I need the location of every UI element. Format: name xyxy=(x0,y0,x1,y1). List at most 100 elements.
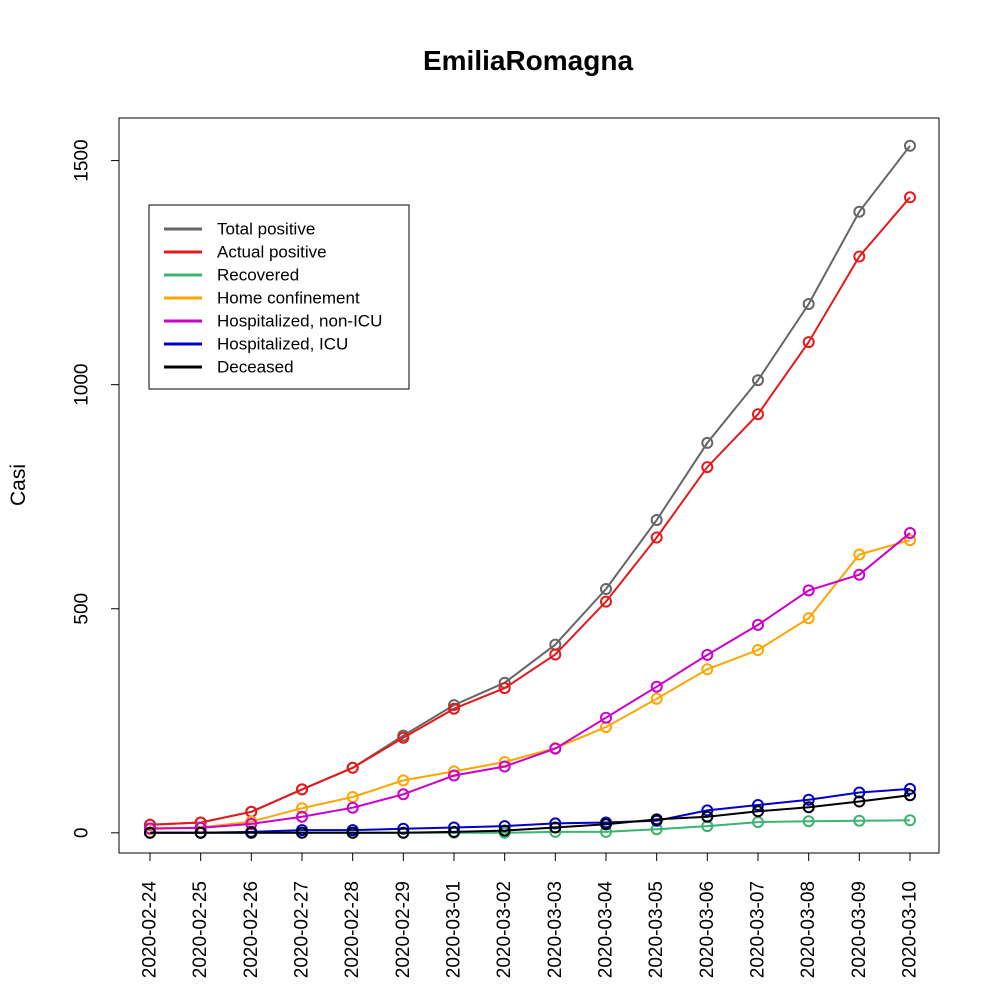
data-point xyxy=(904,814,916,827)
series-line xyxy=(149,532,911,830)
data-point xyxy=(752,618,764,631)
y-tick-label: 1500 xyxy=(72,139,93,181)
data-point xyxy=(853,795,866,808)
data-point xyxy=(397,774,410,787)
data-point xyxy=(650,813,663,826)
data-point xyxy=(296,810,308,823)
series-4 xyxy=(144,527,916,835)
x-tick-label: 2020-03-05 xyxy=(646,881,667,978)
data-point xyxy=(600,583,612,595)
data-point xyxy=(498,760,511,773)
data-point xyxy=(650,514,663,526)
data-point xyxy=(752,805,764,818)
legend: Total positive Actual positive Recovered Ho… xyxy=(148,204,410,390)
data-point xyxy=(802,815,815,828)
data-point xyxy=(904,782,916,795)
data-point xyxy=(448,825,460,838)
data-point xyxy=(144,826,156,839)
data-point xyxy=(701,810,714,823)
data-point xyxy=(448,769,460,782)
data-point xyxy=(346,826,359,839)
y-axis-label: Casi xyxy=(7,464,30,506)
x-tick-label: 2020-02-27 xyxy=(292,881,313,978)
legend-label: Hospitalized, non-ICU xyxy=(217,312,382,331)
x-tick-label: 2020-02-25 xyxy=(190,881,211,978)
series-layer xyxy=(144,139,916,839)
data-point xyxy=(397,826,410,839)
series-3 xyxy=(144,534,916,836)
x-tick-label: 2020-03-02 xyxy=(494,881,515,978)
data-point xyxy=(346,761,359,774)
data-point xyxy=(701,804,714,817)
data-point xyxy=(498,824,511,837)
data-point xyxy=(448,699,460,712)
data-point xyxy=(549,742,562,755)
data-point xyxy=(701,663,714,676)
data-point xyxy=(802,801,815,814)
series-6 xyxy=(144,789,916,839)
data-point xyxy=(600,595,612,608)
data-point xyxy=(853,814,866,827)
legend-label: Hospitalized, ICU xyxy=(217,335,348,354)
x-tick-label: 2020-03-04 xyxy=(596,881,617,979)
data-point xyxy=(802,298,815,310)
x-axis: 2020-02-24 2020-02-25 2020-02-26 2020-02-27… xyxy=(140,852,921,979)
x-tick-label: 2020-03-01 xyxy=(444,881,465,978)
data-point xyxy=(600,711,612,724)
data-point xyxy=(701,461,714,474)
y-tick-label: 1000 xyxy=(72,364,93,406)
x-tick-label: 2020-02-28 xyxy=(342,881,363,978)
legend-label: Deceased xyxy=(217,358,294,377)
series-line xyxy=(149,539,911,831)
data-point xyxy=(752,799,764,811)
legend-label: Total positive xyxy=(217,220,315,239)
data-point xyxy=(549,821,562,834)
x-tick-label: 2020-03-10 xyxy=(900,881,921,978)
data-point xyxy=(752,408,764,421)
data-point xyxy=(144,818,156,831)
data-point xyxy=(397,788,410,801)
data-point xyxy=(904,789,916,802)
legend-label: Home confinement xyxy=(217,289,360,308)
x-tick-label: 2020-03-06 xyxy=(697,881,718,978)
y-axis: 0 500 1000 1500 xyxy=(72,139,120,838)
series-line xyxy=(150,787,911,834)
data-point xyxy=(701,648,714,661)
data-point xyxy=(853,548,866,561)
data-point xyxy=(448,702,460,715)
data-point xyxy=(802,793,815,806)
data-point xyxy=(853,568,866,581)
legend-label: Actual positive xyxy=(217,243,327,262)
data-point xyxy=(600,818,612,831)
data-point xyxy=(904,534,916,547)
data-point xyxy=(346,801,359,814)
data-point xyxy=(853,250,866,263)
data-point xyxy=(397,731,410,744)
data-point xyxy=(194,826,207,839)
data-point xyxy=(245,817,258,830)
data-point xyxy=(752,644,764,656)
x-tick-label: 2020-02-29 xyxy=(393,881,414,978)
data-point xyxy=(296,802,308,815)
x-tick-label: 2020-03-03 xyxy=(545,881,566,978)
data-point xyxy=(549,648,562,661)
x-tick-label: 2020-03-08 xyxy=(798,881,819,978)
data-point xyxy=(650,531,663,544)
legend-label: Recovered xyxy=(217,266,299,285)
data-point xyxy=(904,191,916,204)
data-point xyxy=(701,436,714,449)
chart-title: EmiliaRomagna xyxy=(423,45,633,76)
data-point xyxy=(802,612,815,625)
data-point xyxy=(296,783,308,796)
x-tick-label: 2020-03-07 xyxy=(748,881,769,978)
data-point xyxy=(802,336,815,349)
x-tick-label: 2020-03-09 xyxy=(849,881,870,978)
data-point xyxy=(752,374,764,387)
x-tick-label: 2020-02-26 xyxy=(241,881,262,978)
data-point xyxy=(650,680,663,693)
data-point xyxy=(498,682,511,695)
data-point xyxy=(650,692,663,705)
data-point xyxy=(802,584,815,597)
series-line xyxy=(150,794,911,834)
